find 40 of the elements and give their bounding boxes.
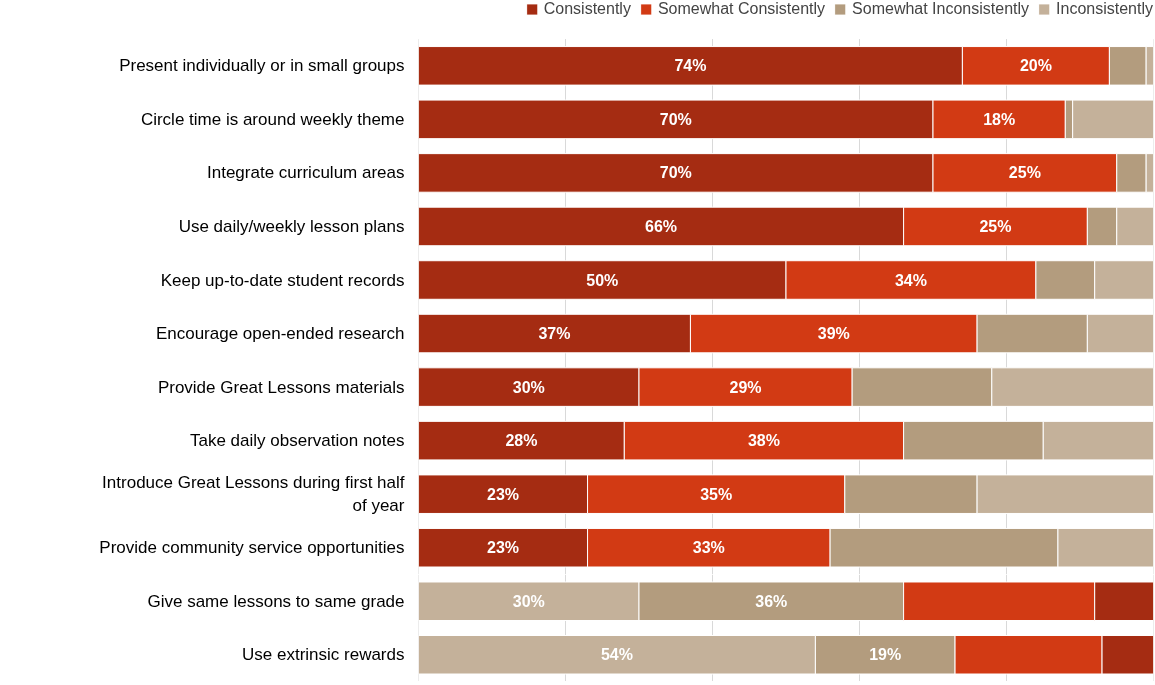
legend-label: Somewhat Inconsistently [852,0,1030,18]
data-label: 36% [755,592,788,610]
y-tick-label: Encourage open-ended research [155,324,405,344]
y-tick-label: Integrate curriculum areas [207,163,405,183]
y-tick-label: Give same lessons to same grade [147,591,405,611]
data-label: 33% [692,539,725,557]
data-label: 37% [538,325,571,343]
data-label: 70% [659,110,692,128]
data-label: 39% [817,325,850,343]
y-tick-label: Keep up-to-date student records [160,270,405,290]
data-label: 25% [1008,164,1041,182]
data-label: 50% [586,271,619,289]
legend-label: Somewhat Consistently [657,0,826,18]
y-tick-label: Use daily/weekly lesson plans [178,216,405,236]
data-label: 23% [487,485,520,503]
data-label: 25% [979,217,1012,235]
legend-label: Inconsistently [1056,0,1153,18]
data-label: 28% [505,432,538,450]
y-tick-label: Introduce Great Lessons during first half of year [102,473,405,516]
data-label: 38% [747,432,780,450]
y-tick-label: Use extrinsic rewards [242,645,405,665]
data-label: 54% [600,646,633,664]
data-label: 34% [894,271,927,289]
data-label: 66% [645,217,678,235]
data-label: 30% [512,378,545,396]
y-tick-label: Present individually or in small groups [119,56,405,76]
data-label: 20% [1019,57,1052,75]
data-label: 74% [674,57,707,75]
data-label: 19% [869,646,902,664]
y-tick-label: Provide Great Lessons materials [157,377,405,397]
data-label: 30% [512,592,545,610]
data-label: 29% [729,378,762,396]
data-label: 70% [659,164,692,182]
y-tick-label: Take daily observation notes [189,431,405,451]
y-tick-label: Provide community service opportunities [99,538,405,558]
legend-label: Consistently [543,0,631,18]
y-tick-label: Circle time is around weekly theme [140,109,405,129]
data-label: 23% [487,539,520,557]
data-label: 35% [700,485,733,503]
data-label: 18% [983,110,1016,128]
